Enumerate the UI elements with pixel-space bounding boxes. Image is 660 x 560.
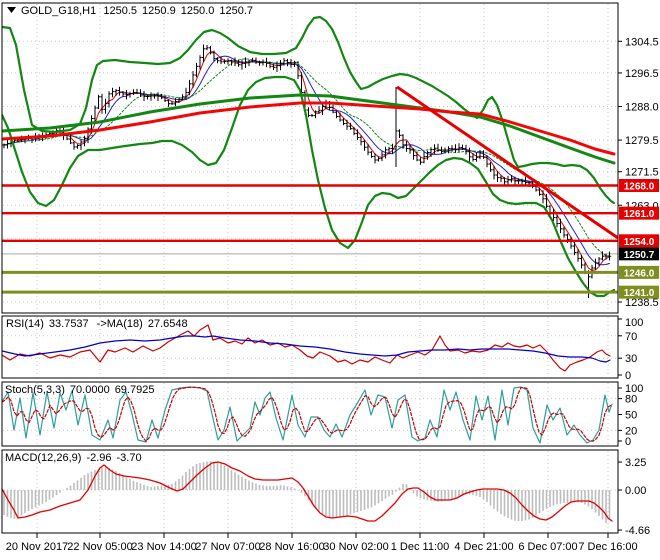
indicator-scale-label: 100	[625, 317, 643, 329]
indicator-scale-label: 30	[625, 353, 637, 365]
time-label: 23 Nov 14:00	[131, 541, 196, 553]
price-tick-label: 1288.0	[625, 102, 659, 114]
main-chart-series	[2, 15, 618, 298]
bollinger-upper-line	[2, 15, 616, 205]
indicator-scale-label: 0.00	[625, 485, 646, 497]
stoch-k-line	[2, 386, 613, 444]
rsi-panel-border	[1, 315, 619, 379]
price-tag-label: 1268.0	[624, 182, 655, 193]
macd-histogram	[3, 461, 611, 523]
indicator-scale-label: 3.25	[625, 457, 646, 469]
symbol-timeframe-label: GOLD_G18,H1	[21, 5, 96, 17]
grid-lines	[3, 4, 617, 532]
price-tag-label: 1246.0	[624, 268, 655, 279]
indicator-scale-label: 80	[625, 394, 637, 406]
slow-ma-green-line	[2, 93, 616, 165]
symbol-dropdown-icon[interactable]	[7, 7, 16, 13]
indicator-scale-label: 20	[625, 425, 637, 437]
time-label: 28 Nov 16:00	[259, 541, 324, 553]
price-tag-label: 1261.0	[624, 209, 655, 220]
fast-ma-blue-line	[3, 55, 610, 266]
price-tag-label: 1254.0	[624, 237, 655, 248]
price-tick-label: 1279.5	[625, 135, 659, 147]
macd-series	[2, 461, 613, 523]
macd-panel-border	[1, 449, 619, 534]
time-label: 7 Dec 16:00	[578, 541, 637, 553]
main-panel-border	[1, 2, 619, 314]
indicator-scale-label: 100	[625, 383, 643, 395]
price-tag	[619, 247, 659, 261]
time-label: 6 Dec 07:00	[518, 541, 577, 553]
bollinger-lower-line	[2, 75, 616, 298]
stoch-series	[2, 386, 613, 444]
ohlc-open: 1250.5	[103, 5, 137, 17]
ohlc-high: 1250.9	[142, 5, 176, 17]
trendline[interactable]	[396, 85, 618, 240]
indicator-scale-label: 70	[625, 331, 637, 343]
price-tag	[619, 234, 659, 248]
rsi-label: RSI(14) 33.7537 ->MA(18) 27.6548	[6, 318, 188, 330]
macd-signal-line	[2, 461, 613, 522]
price-tag-label: 1250.7	[624, 250, 655, 261]
macd-label: MACD(12,26,9) -2.96 -3.70	[5, 452, 142, 464]
chart-title-bar: GOLD_G18,H1 1250.5 1250.9 1250.0 1250.7	[7, 5, 253, 17]
price-tick-label: 1238.5	[625, 297, 659, 309]
price-tick-label: 1304.5	[625, 36, 659, 48]
indicator-scale-label: 0	[625, 370, 631, 382]
time-label: 4 Dec 21:00	[454, 541, 513, 553]
price-tag	[619, 179, 659, 192]
stoch-plot-area[interactable]	[2, 382, 618, 446]
time-label: 1 Dec 11:00	[391, 541, 450, 553]
indicator-scale-label: 0	[625, 436, 631, 448]
price-scale[interactable]: 1304.51296.51288.01279.51271.51263.01238…	[618, 36, 659, 537]
price-tag	[619, 285, 659, 299]
fast-ma-red-line	[3, 51, 610, 271]
time-label: 30 Nov 02:00	[323, 541, 388, 553]
stoch-d-line	[2, 386, 612, 442]
rsi-line	[2, 324, 611, 372]
price-tag-label: 1241.0	[624, 288, 655, 299]
ohlc-close: 1250.7	[219, 5, 253, 17]
price-tag	[619, 206, 659, 220]
time-label: 20 Nov 2017	[6, 541, 68, 553]
price-tick-label: 1271.5	[625, 167, 659, 179]
chart-title: GOLD_G18,H1 1250.5 1250.9 1250.0 1250.7	[21, 5, 253, 17]
rsi-series	[2, 324, 611, 372]
indicator-scale-label: -4.66	[625, 525, 650, 537]
ohlc-low: 1250.0	[181, 5, 215, 17]
time-label: 22 Nov 05:00	[67, 541, 132, 553]
price-tag	[619, 265, 659, 279]
time-label: 27 Nov 07:00	[195, 541, 260, 553]
price-tick-label: 1296.5	[625, 68, 659, 80]
rsi-ma-line	[2, 335, 611, 363]
slow-ma-red-line	[2, 101, 616, 156]
main-plot-area[interactable]	[2, 3, 618, 313]
indicator-scale-label: 50	[625, 410, 637, 422]
stoch-label: Stoch(5,3,3) 70.0000 69.7925	[5, 384, 154, 396]
